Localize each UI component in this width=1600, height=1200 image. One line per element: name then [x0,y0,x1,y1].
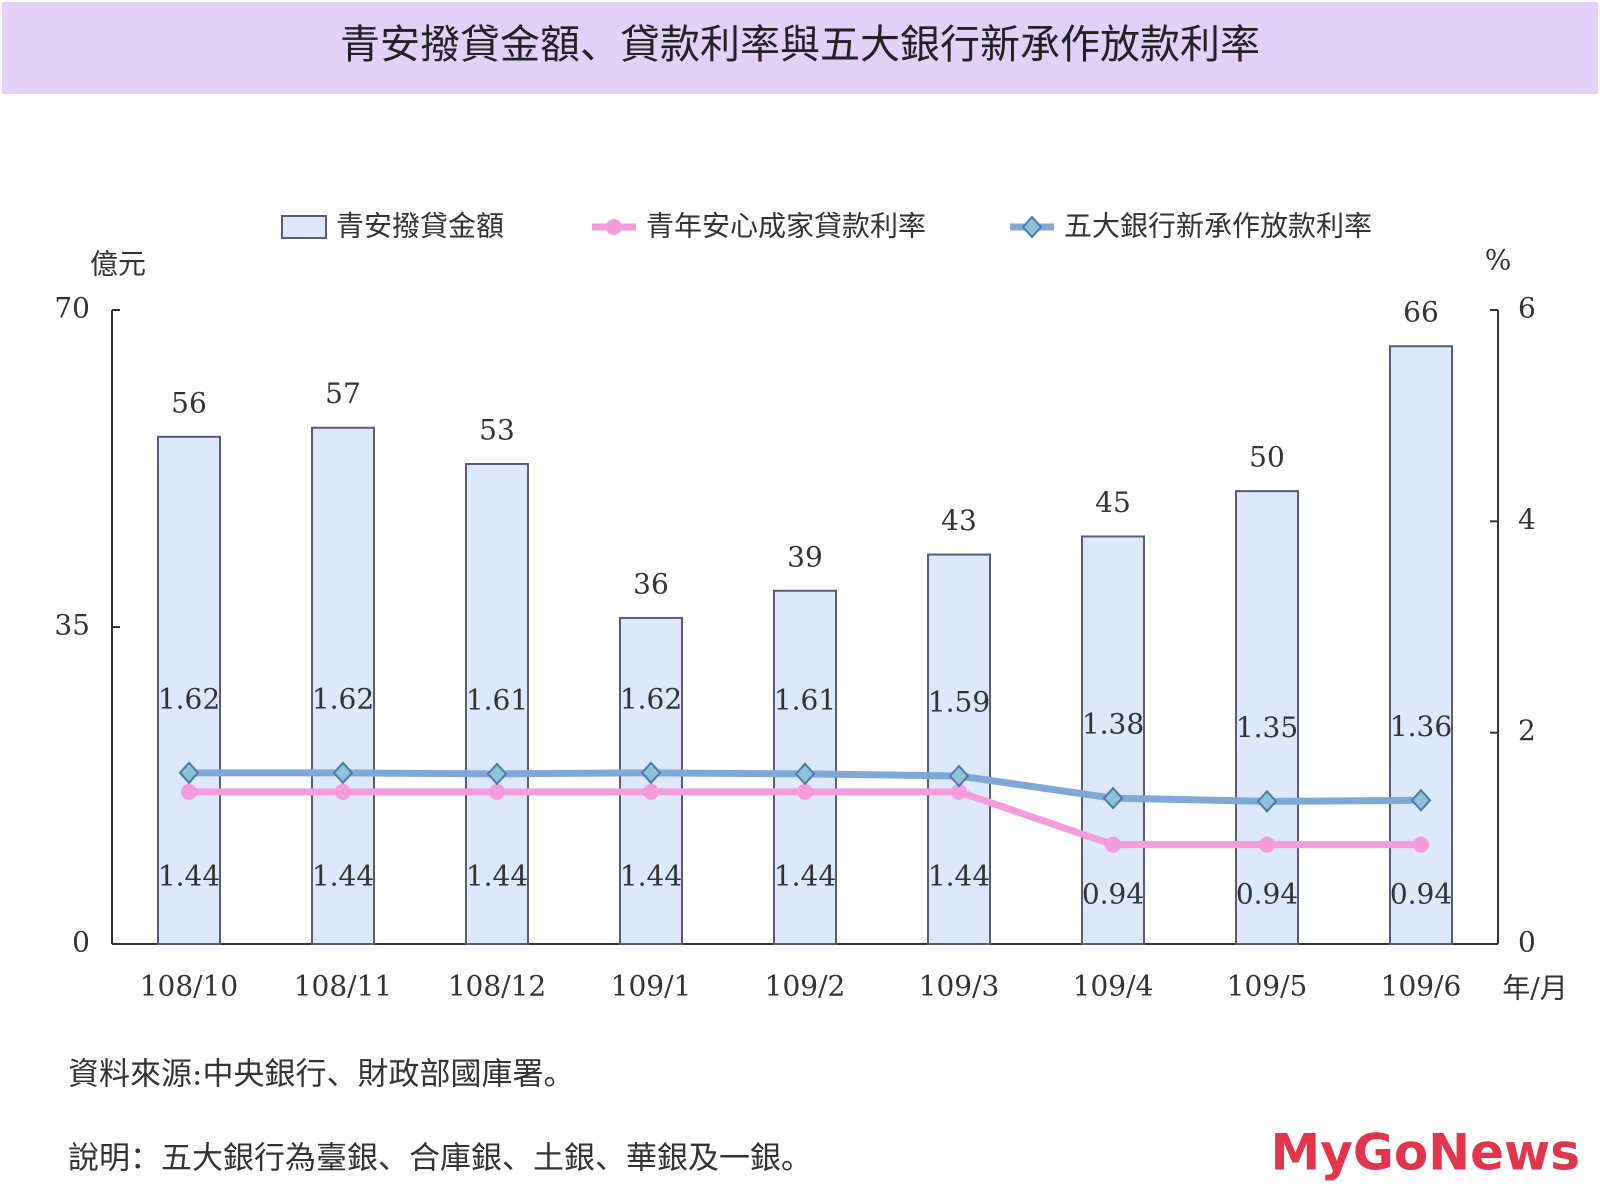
x-tick-label: 108/12 [448,970,547,1003]
x-tick-label: 109/3 [919,970,1000,1003]
legend-marker [1021,215,1043,239]
line-marker [794,762,816,786]
legend-marker [606,219,622,235]
title-band [2,2,1598,94]
legend-swatch [281,215,327,239]
line-value-label: 1.61 [466,683,528,716]
bar-value-label: 50 [1249,441,1285,474]
bar [465,462,529,945]
bar [311,426,375,945]
line-value-label: 0.94 [1082,878,1144,911]
bar [1389,345,1453,945]
line-value-label: 0.94 [1236,878,1298,911]
line-marker [640,761,662,785]
line-value-label: 1.44 [928,859,990,892]
line-value-label: 1.62 [158,682,220,715]
line-value-label: 1.62 [312,682,374,715]
y-axis-label: 億元 [90,248,146,281]
y2-tick-label: 6 [1518,292,1536,325]
line-marker [797,783,813,800]
x-axis-label: 年/月 [1502,972,1567,1005]
y2-tick-label: 2 [1518,714,1536,747]
line-value-label: 1.62 [620,682,682,715]
line-value-label: 1.36 [1390,710,1452,743]
footnote: 資料來源:中央銀行、財政部國庫署。 [68,1057,574,1093]
bar-value-label: 66 [1403,296,1439,329]
line-value-label: 1.44 [312,859,374,892]
line-marker [181,783,197,800]
x-tick-label: 109/5 [1227,970,1308,1003]
bar [773,589,837,945]
line-marker [643,783,659,800]
line-value-label: 1.44 [466,859,528,892]
x-tick-label: 108/10 [140,970,239,1003]
line-marker [1102,786,1124,810]
y2-tick-label: 4 [1518,503,1536,536]
y-tick-label: 70 [54,292,90,325]
y-tick-label: 35 [54,609,90,642]
line-value-label: 1.61 [774,683,836,716]
legend-label: 五大銀行新承作放款利率 [1064,210,1372,243]
line-marker [332,761,354,785]
line-value-label: 1.35 [1236,711,1298,744]
line-marker [1413,836,1429,853]
y2-axis-label: % [1485,244,1512,277]
line-marker [178,761,200,785]
line-value-label: 1.59 [928,685,990,718]
x-tick-label: 109/6 [1381,970,1462,1003]
line-marker [1105,836,1121,853]
line-marker [948,764,970,788]
bar-value-label: 43 [941,504,977,537]
line-value-label: 1.44 [158,859,220,892]
bar-value-label: 39 [787,540,823,573]
chart-title: 青安撥貸金額、貸款利率與五大銀行新承作放款利率 [340,22,1260,68]
bar-value-label: 56 [171,386,207,419]
bar-value-label: 53 [479,413,515,446]
logo: MyGoNews [1271,1124,1580,1182]
line-marker [951,783,967,800]
bar-value-label: 36 [633,567,669,600]
x-tick-label: 109/4 [1073,970,1154,1003]
line-marker [489,783,505,800]
line-value-label: 0.94 [1390,878,1452,911]
line-marker [1259,836,1275,853]
bar [1235,490,1299,945]
line-marker [1256,789,1278,813]
line-value-label: 1.38 [1082,708,1144,741]
x-tick-label: 109/1 [611,970,692,1003]
bar-value-label: 57 [325,377,361,410]
line-value-label: 1.44 [774,859,836,892]
legend-label: 青年安心成家貸款利率 [646,210,926,243]
line-value-label: 1.44 [620,859,682,892]
y-tick-label: 0 [72,926,90,959]
x-tick-label: 108/11 [294,970,393,1003]
bar [1081,535,1145,946]
x-tick-label: 109/2 [765,970,846,1003]
footnote: 說明：五大銀行為臺銀、合庫銀、土銀、華銀及一銀。 [68,1141,812,1177]
bar [927,553,991,945]
legend-label: 青安撥貸金額 [336,210,504,243]
line-marker [486,762,508,786]
y2-tick-label: 0 [1518,926,1536,959]
bar-value-label: 45 [1095,486,1131,519]
line-marker [1410,788,1432,812]
bar [157,435,221,945]
line-marker [335,783,351,800]
